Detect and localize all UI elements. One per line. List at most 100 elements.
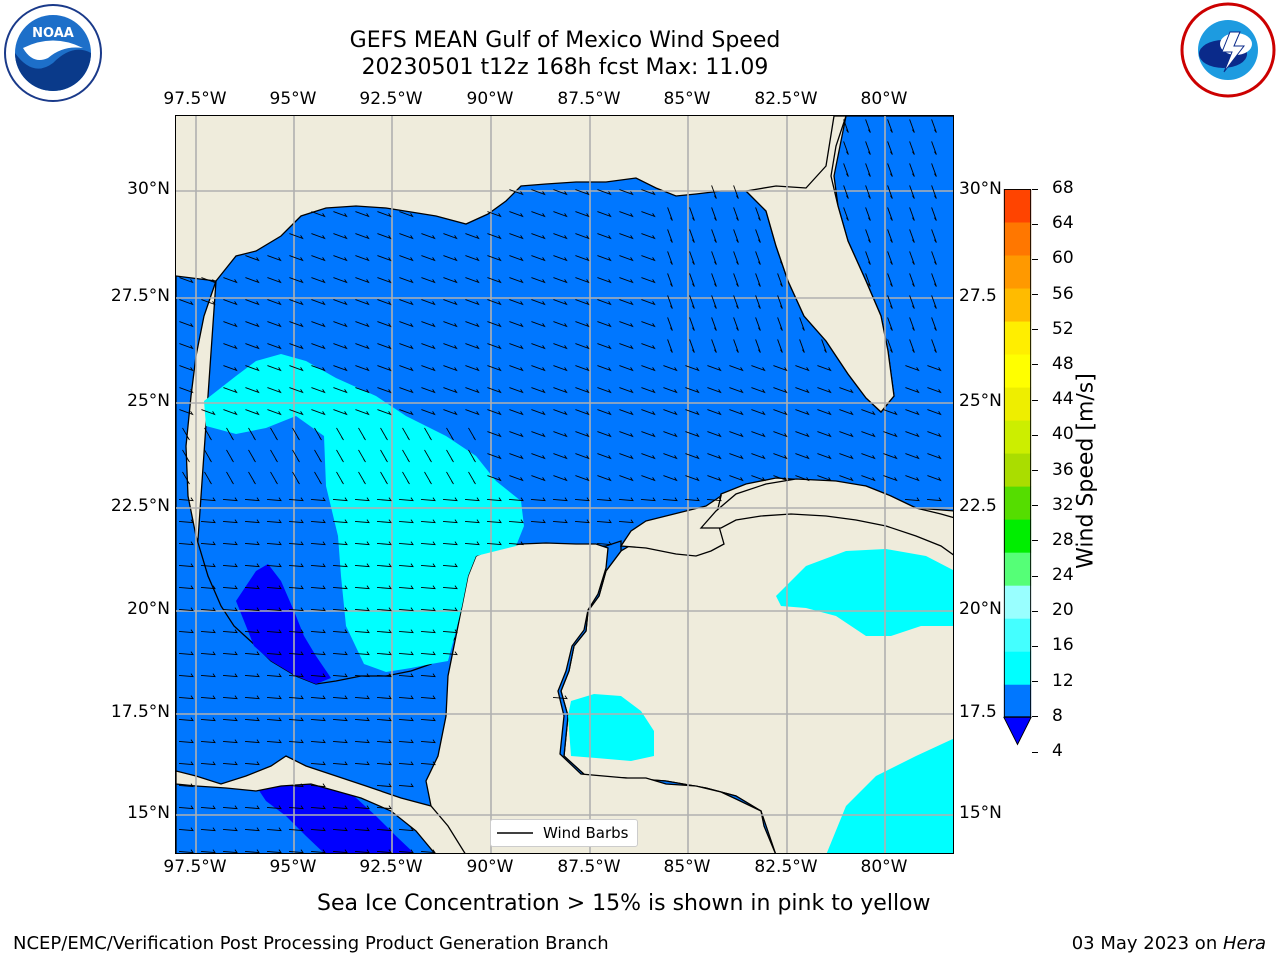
wind-barb (905, 365, 920, 372)
axis-tick-label: 25°N (959, 391, 1002, 411)
wind-barb (222, 629, 238, 634)
wind-barb (795, 365, 810, 372)
wind-barb (442, 585, 458, 590)
colorbar-tick-mark (1032, 505, 1038, 507)
wind-barb (182, 427, 190, 441)
wind-barb (248, 449, 256, 463)
wind-barb (839, 475, 854, 482)
colorbar-tick-mark (1032, 645, 1038, 647)
wind-barb (927, 475, 942, 482)
wind-barb (887, 207, 893, 221)
wind-barb (465, 299, 480, 306)
wind-barb (662, 497, 678, 502)
wind-region-8-12-southeast (826, 738, 953, 853)
wind-barb (777, 295, 783, 309)
colorbar-tick-label: 64 (1052, 213, 1074, 234)
wind-barb (487, 431, 502, 438)
wind-barb (223, 299, 238, 306)
wind-barb (354, 563, 370, 568)
wind-barb (332, 585, 348, 590)
wind-barb (865, 119, 871, 133)
wind-barb (575, 365, 590, 372)
colorbar-tick-label: 8 (1052, 705, 1063, 726)
axis-tick-label: 27.5 (959, 286, 997, 306)
wind-barb (222, 739, 238, 744)
wind-barb (245, 365, 260, 372)
wind-barb (773, 409, 788, 416)
wind-barb (777, 317, 783, 331)
wind-barb (887, 163, 893, 177)
wind-barb (178, 761, 194, 766)
wind-barb (200, 761, 216, 766)
wind-barb (729, 365, 744, 372)
wind-barb (266, 695, 282, 700)
wind-barb (575, 233, 590, 240)
wind-barb (597, 387, 612, 394)
wind-barb (179, 409, 194, 416)
wind-barb (244, 497, 260, 502)
footer-date: 03 May 2023 on Hera (1072, 933, 1266, 954)
wind-barb (421, 233, 436, 240)
wind-barb (795, 453, 810, 460)
wind-barb (310, 497, 326, 502)
wind-barb (861, 409, 876, 416)
wind-barb (509, 453, 524, 460)
wind-barb (399, 255, 414, 262)
yucatan-land (619, 494, 725, 557)
wind-barb (266, 805, 282, 810)
axis-tick-label: 90°W (466, 89, 514, 109)
wind-barb (619, 299, 634, 306)
wind-barb (398, 497, 414, 502)
wind-barb (398, 717, 414, 722)
wind-barb (839, 387, 854, 394)
wind-barb (777, 251, 783, 265)
wind-barb (531, 387, 546, 394)
colorbar-segment (1003, 585, 1032, 619)
wind-barb (667, 339, 673, 353)
wind-barb (332, 673, 348, 678)
wind-barb (355, 211, 370, 218)
wind-barb (927, 387, 942, 394)
wind-barb (424, 471, 432, 485)
wind-barb (641, 211, 656, 218)
wind-barb (376, 783, 392, 788)
wind-barb (288, 739, 304, 744)
wind-barb (332, 717, 348, 722)
wind-barb (244, 585, 260, 590)
wind-barb (861, 475, 876, 482)
wind-barb (711, 295, 717, 309)
wind-barb (733, 339, 739, 353)
wind-barb (355, 365, 370, 372)
wind-barb (509, 299, 524, 306)
colorbar-segment (1003, 288, 1032, 322)
colorbar-segment (1003, 453, 1032, 487)
axis-tick-label: 92.5°W (359, 89, 423, 109)
wind-barb (200, 629, 216, 634)
wind-barb (442, 651, 458, 656)
axis-tick-label: 22.5°N (110, 496, 170, 516)
wind-barb (442, 607, 458, 612)
wind-barb (443, 343, 458, 350)
wind-barb (755, 339, 761, 353)
wind-barb (927, 409, 942, 416)
wind-barb (641, 233, 656, 240)
wind-barb (509, 365, 524, 372)
wind-barb (332, 695, 348, 700)
wind-barb (487, 475, 502, 482)
axis-tick-label: 85°W (663, 857, 711, 877)
wind-barb (222, 563, 238, 568)
wind-barb (354, 629, 370, 634)
wind-barb (178, 607, 194, 612)
wind-barb (421, 321, 436, 328)
wind-barb (442, 519, 458, 524)
colorbar-tick-label: 32 (1052, 494, 1074, 515)
wind-barb (795, 475, 810, 482)
wind-barb (909, 317, 915, 331)
wind-barb (729, 475, 744, 482)
wind-barb (909, 339, 915, 353)
wind-barb (663, 387, 678, 394)
wind-barb (909, 295, 915, 309)
wind-barb (333, 277, 348, 284)
wind-barb (597, 255, 612, 262)
wind-barb (641, 277, 656, 284)
